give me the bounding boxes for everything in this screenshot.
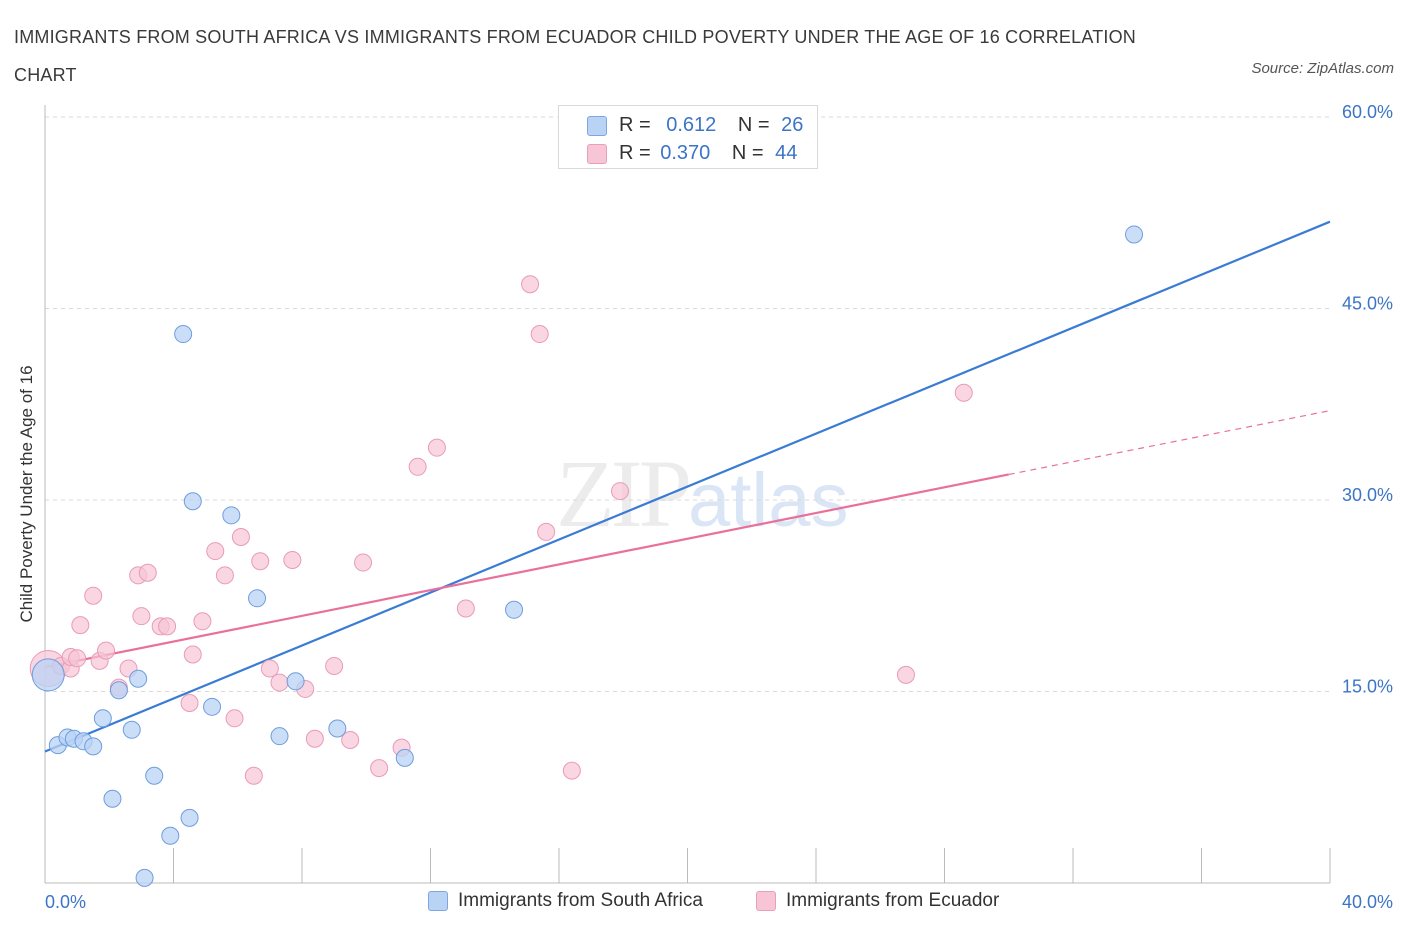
point-ecuador	[225, 709, 244, 728]
legend-r-label: R =	[619, 142, 651, 164]
point-ecuador	[370, 759, 389, 778]
point-south-africa	[145, 766, 164, 785]
point-south-africa	[328, 719, 347, 738]
tick-labels: 15.0% 30.0% 45.0% 60.0% 0.0% 40.0%	[45, 102, 1393, 912]
series-swatch-pink	[756, 891, 776, 911]
point-ecuador	[954, 383, 973, 402]
y-tick-label: 15.0%	[1342, 677, 1393, 697]
y-tick-label: 60.0%	[1342, 102, 1393, 122]
trendline-south-africa	[44, 220, 1331, 753]
point-ecuador	[71, 616, 90, 635]
point-south-africa	[286, 672, 305, 691]
point-ecuador	[183, 645, 202, 664]
point-ecuador	[244, 766, 263, 785]
legend-r-value: 0.370	[660, 142, 711, 164]
point-south-africa	[161, 826, 180, 845]
point-south-africa	[248, 589, 267, 608]
legend-n-label: N =	[731, 142, 764, 164]
correlation-legend: R = 0.612 N = 26 R = 0.370 N = 44	[558, 105, 818, 169]
point-ecuador	[132, 607, 151, 626]
point-ecuador	[354, 553, 373, 572]
point-south-africa	[222, 506, 241, 525]
point-ecuador	[251, 552, 270, 571]
series-label: Immigrants from South Africa	[458, 890, 703, 911]
point-south-africa	[103, 789, 122, 808]
point-ecuador	[260, 659, 279, 678]
point-ecuador	[68, 649, 87, 668]
point-ecuador	[305, 729, 324, 748]
point-ecuador	[193, 612, 212, 631]
point-south-africa	[84, 737, 103, 756]
point-south-africa	[129, 669, 148, 688]
point-ecuador	[530, 325, 549, 344]
point-ecuador	[456, 599, 475, 618]
legend-n-value: 44	[775, 142, 798, 164]
point-ecuador	[427, 438, 446, 457]
series-label: Immigrants from Ecuador	[786, 890, 1000, 911]
point-ecuador	[408, 457, 427, 476]
point-south-africa	[270, 727, 289, 746]
point-south-africa	[1125, 225, 1144, 244]
point-ecuador	[97, 641, 116, 660]
point-south-africa	[183, 492, 202, 511]
point-ecuador	[611, 482, 630, 501]
point-south-africa	[122, 720, 141, 739]
point-south-africa	[31, 658, 65, 692]
chart-title: IMMIGRANTS FROM SOUTH AFRICA VS IMMIGRAN…	[14, 27, 1136, 85]
y-tick-label: 45.0%	[1342, 294, 1393, 314]
x-tick-label: 40.0%	[1342, 892, 1393, 912]
point-ecuador	[215, 566, 234, 585]
y-axis-label: Child Poverty Under the Age of 16	[17, 365, 36, 623]
legend-n-value: 26	[781, 114, 804, 136]
x-tick-label: 0.0%	[45, 892, 86, 912]
point-south-africa	[180, 808, 199, 827]
legend-swatch-pink	[587, 144, 607, 164]
point-ecuador	[270, 673, 289, 692]
point-ecuador	[283, 551, 302, 570]
trendline-ecuador-extension	[1008, 410, 1331, 476]
legend-swatch-blue	[587, 116, 607, 136]
point-ecuador	[562, 761, 581, 780]
legend-r-label: R =	[619, 114, 651, 136]
point-ecuador	[206, 542, 225, 561]
y-tick-label: 30.0%	[1342, 485, 1393, 505]
source-label: Source: ZipAtlas.com	[1251, 60, 1394, 77]
point-ecuador	[138, 563, 157, 582]
point-ecuador	[341, 731, 360, 750]
series-swatch-blue	[428, 891, 448, 911]
point-ecuador	[231, 528, 250, 547]
point-ecuador	[896, 665, 915, 684]
trendlines	[44, 220, 1331, 753]
point-ecuador	[521, 275, 540, 294]
data-points	[29, 225, 1144, 887]
point-south-africa	[203, 697, 222, 716]
point-south-africa	[135, 868, 154, 887]
point-south-africa	[395, 748, 414, 767]
point-ecuador	[180, 693, 199, 712]
legend-r-value: 0.612	[666, 114, 717, 136]
legend-n-label: N =	[737, 114, 770, 136]
point-south-africa	[93, 709, 112, 728]
point-south-africa	[505, 600, 524, 619]
axes	[44, 105, 1331, 884]
point-ecuador	[537, 522, 556, 541]
point-ecuador	[158, 617, 177, 636]
trendline-ecuador	[44, 473, 1009, 669]
point-ecuador	[84, 586, 103, 605]
point-ecuador	[325, 656, 344, 675]
point-south-africa	[109, 681, 128, 700]
grid-lines	[45, 116, 1330, 692]
point-south-africa	[174, 325, 193, 344]
